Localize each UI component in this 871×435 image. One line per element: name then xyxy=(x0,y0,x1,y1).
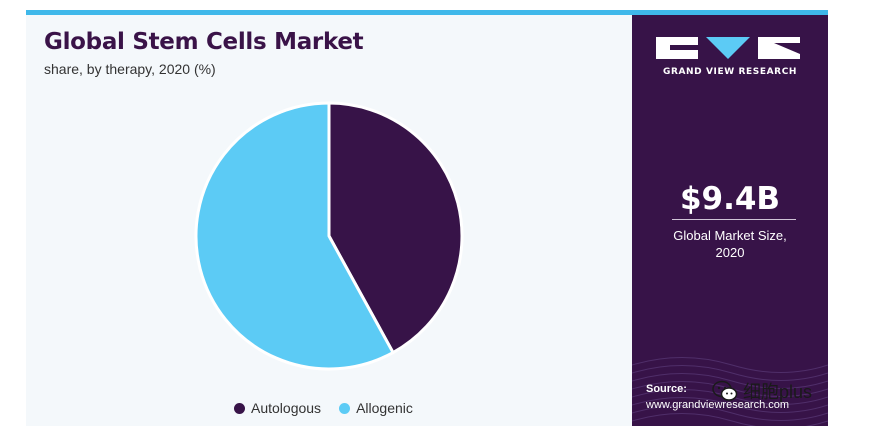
divider xyxy=(672,219,796,220)
grand-view-research-logo xyxy=(656,37,800,59)
chart-card: Global Stem Cells Market share, by thera… xyxy=(26,10,828,426)
market-size-label-line2: 2020 xyxy=(715,245,745,260)
market-size-label: Global Market Size, 2020 xyxy=(632,227,828,261)
legend-label-allogenic: Allogenic xyxy=(356,400,413,416)
legend-label-autologous: Autologous xyxy=(251,400,322,416)
wechat-watermark: 细胞plus xyxy=(712,378,812,404)
legend-item-allogenic: Allogenic xyxy=(339,400,413,416)
watermark-text: 细胞plus xyxy=(743,382,813,402)
legend-swatch-allogenic xyxy=(339,402,351,414)
wechat-icon xyxy=(712,380,738,401)
legend-swatch-autologous xyxy=(234,402,245,414)
legend-item-autologous: Autologous xyxy=(234,400,321,416)
chart-subtitle: share, by therapy, 2020 (%) xyxy=(44,61,216,77)
chart-panel: Global Stem Cells Market share, by thera… xyxy=(26,15,632,426)
chart-title: Global Stem Cells Market xyxy=(44,29,364,55)
source-link[interactable]: www.grandviewresearch.com xyxy=(646,399,790,411)
pie-chart xyxy=(194,101,464,371)
chart-legend: Autologous Allogenic xyxy=(234,400,413,416)
market-size-value: $9.4B xyxy=(679,181,781,217)
pie-slice-autologous xyxy=(327,101,464,355)
decorative-wave-pattern xyxy=(632,357,828,426)
source-label: Source: xyxy=(646,383,687,395)
info-panel: GRAND VIEW RESEARCH $9.4B Global Market … xyxy=(632,15,828,426)
pie-slice-allogenic xyxy=(194,101,395,371)
market-size-label-line1: Global Market Size, xyxy=(673,228,787,243)
brand-name: GRAND VIEW RESEARCH xyxy=(662,67,798,77)
